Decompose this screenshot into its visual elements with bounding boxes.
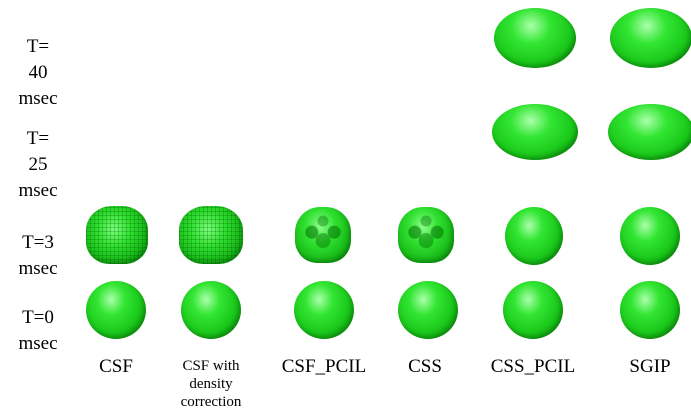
droplet-sgip-t25 xyxy=(608,104,691,160)
col-label-css: CSS xyxy=(375,356,475,378)
row-label-line: msec xyxy=(18,333,58,354)
col-label-csf: CSF xyxy=(66,356,166,378)
row-label-line: T= xyxy=(26,36,50,57)
droplet-css-pcil-t3 xyxy=(505,207,563,265)
row-label-line: T=3 xyxy=(22,232,54,253)
col-label-line: CSF with xyxy=(182,358,240,374)
row-label-line: 40 xyxy=(28,62,48,83)
droplet-css-pcil-t0 xyxy=(503,281,563,339)
droplet-sgip-t3 xyxy=(620,207,680,265)
droplet-css-t3 xyxy=(398,207,454,263)
droplet-css-pcil-t40 xyxy=(494,8,576,68)
col-label-sgip: SGIP xyxy=(600,356,691,378)
col-label-line: CSS xyxy=(408,356,442,377)
col-label-css-pcil: CSS_PCIL xyxy=(483,356,583,378)
row-label-line: 25 xyxy=(28,154,48,175)
droplet-css-t0 xyxy=(398,281,458,339)
col-label-line: CSF_PCIL xyxy=(281,356,367,377)
col-label-line: SGIP xyxy=(629,356,671,377)
col-label-csf-pcil: CSF_PCIL xyxy=(274,356,374,378)
col-label-csf-density: CSF with density correction xyxy=(161,357,261,411)
droplet-sgip-t0 xyxy=(620,281,680,339)
droplet-css-pcil-t25 xyxy=(492,104,578,160)
droplet-csf-density-t3 xyxy=(179,206,243,264)
row-label-t40: T= 40 msec xyxy=(8,34,68,112)
col-label-line: CSF xyxy=(99,356,133,377)
droplet-sgip-t40 xyxy=(610,8,691,68)
row-label-line: msec xyxy=(18,180,58,201)
col-label-line: density xyxy=(189,376,233,392)
col-label-line: correction xyxy=(180,394,242,410)
row-label-t25: T= 25 msec xyxy=(8,126,68,204)
droplet-csf-pcil-t0 xyxy=(294,281,354,339)
droplet-csf-density-t0 xyxy=(181,281,241,339)
droplet-csf-t3 xyxy=(86,206,148,264)
row-label-line: msec xyxy=(18,88,58,109)
row-label-t0: T=0 msec xyxy=(8,305,68,357)
row-label-line: T= xyxy=(26,128,50,149)
row-label-t3: T=3 msec xyxy=(8,230,68,282)
col-label-line: CSS_PCIL xyxy=(490,356,576,377)
row-label-line: T=0 xyxy=(22,307,54,328)
droplet-csf-pcil-t3 xyxy=(295,207,351,263)
droplet-csf-t0 xyxy=(86,281,146,339)
row-label-line: msec xyxy=(18,258,58,279)
